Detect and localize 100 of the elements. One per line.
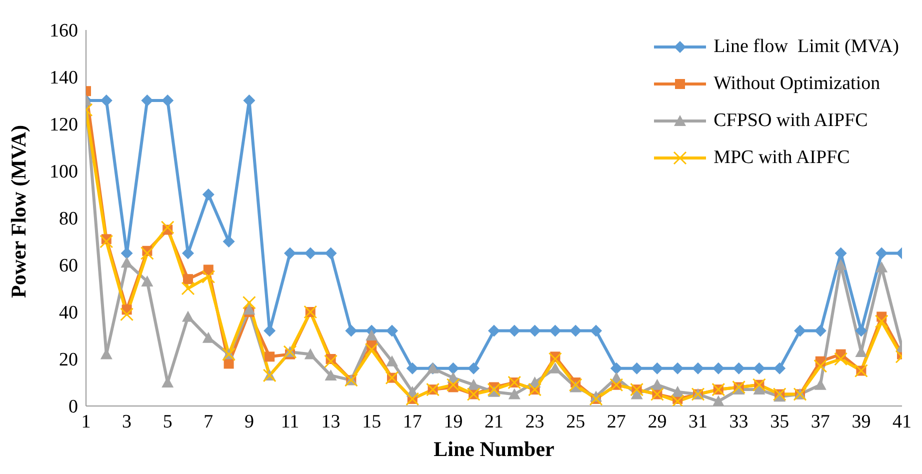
x-tick-label: 41: [892, 411, 912, 432]
legend-label: MPC with AIPFC: [714, 146, 850, 168]
point: [672, 362, 684, 374]
y-tick-label: 160: [50, 20, 78, 42]
x-tick-label: 37: [810, 411, 830, 432]
point: [364, 342, 378, 356]
point: [487, 382, 501, 396]
y-tick-label: 100: [50, 162, 78, 183]
point: [406, 362, 418, 374]
x-tick-label: 39: [852, 411, 871, 432]
point: [181, 282, 195, 296]
point: [345, 324, 358, 337]
point: [508, 324, 520, 337]
point: [590, 324, 602, 337]
y-tick-label: 40: [59, 302, 78, 324]
point: [753, 362, 766, 374]
point: [855, 324, 868, 337]
point: [630, 362, 643, 374]
point: [508, 388, 520, 400]
point: [876, 247, 888, 260]
point: [386, 324, 398, 337]
y-tick-label: 20: [59, 350, 78, 371]
y-tick-label: 120: [50, 114, 78, 136]
point: [141, 275, 154, 286]
point: [243, 304, 256, 315]
point: [447, 362, 460, 374]
point: [182, 310, 194, 322]
point: [140, 246, 154, 260]
point: [324, 369, 337, 380]
point: [651, 362, 664, 374]
point: [630, 388, 643, 400]
legend-label: Without Optimization: [714, 72, 880, 94]
point: [304, 348, 316, 360]
point: [141, 94, 154, 106]
x-tick-label: 11: [280, 411, 300, 432]
point: [324, 247, 337, 260]
point: [834, 352, 848, 366]
point: [264, 352, 275, 362]
point: [120, 308, 134, 322]
x-tick-label: 5: [162, 411, 172, 432]
x-tick-label: 25: [566, 411, 586, 432]
x-tick-label: 33: [729, 411, 748, 432]
point: [100, 234, 114, 248]
point: [814, 378, 826, 390]
point: [568, 378, 582, 392]
x-tick-label: 15: [362, 411, 382, 432]
point: [651, 378, 664, 390]
point: [183, 274, 193, 284]
x-tick-label: 17: [402, 411, 422, 432]
point: [548, 352, 562, 366]
point: [446, 378, 460, 392]
point: [324, 354, 338, 368]
point: [549, 324, 562, 337]
y-axis-title: Power Flow (MVA): [6, 124, 30, 298]
point: [162, 94, 174, 106]
x-tick-label: 1: [81, 411, 91, 432]
point: [610, 362, 622, 374]
point: [876, 261, 888, 272]
legend-label: CFPSO with AIPFC: [714, 110, 868, 132]
point: [488, 324, 500, 337]
x-tick-label: 3: [122, 411, 132, 432]
point: [794, 324, 806, 337]
point: [570, 324, 582, 337]
x-tick-label: 27: [606, 411, 626, 432]
x-tick-label: 35: [770, 411, 790, 432]
point: [814, 359, 828, 373]
point: [468, 378, 480, 390]
point: [528, 324, 541, 337]
x-tick-label: 21: [484, 411, 504, 432]
point: [202, 270, 216, 284]
point: [692, 362, 704, 374]
y-tick-label: 140: [50, 68, 78, 89]
x-axis-title: Line Number: [434, 437, 554, 461]
point: [672, 386, 684, 397]
x-tick-label: 31: [688, 411, 708, 432]
legend-label: Line flow Limit (MVA): [714, 36, 899, 58]
x-tick-label: 7: [204, 411, 214, 432]
x-tick-label: 19: [444, 411, 463, 432]
point: [160, 220, 174, 234]
y-tick-label: 80: [59, 208, 78, 230]
point: [468, 362, 480, 374]
x-tick-label: 29: [648, 411, 667, 432]
point: [242, 296, 256, 310]
point: [814, 324, 826, 337]
point: [774, 362, 786, 374]
x-tick-label: 9: [244, 411, 254, 432]
point: [834, 259, 847, 270]
point: [386, 355, 398, 366]
point: [732, 362, 745, 374]
y-tick-label: 60: [59, 256, 78, 277]
point: [549, 362, 562, 374]
point: [243, 94, 256, 106]
point: [712, 362, 724, 374]
point: [202, 188, 214, 200]
point: [120, 256, 133, 268]
point: [366, 330, 378, 340]
point: [874, 314, 888, 328]
x-tick-label: 13: [321, 411, 340, 432]
point: [304, 247, 316, 260]
point: [284, 247, 296, 260]
